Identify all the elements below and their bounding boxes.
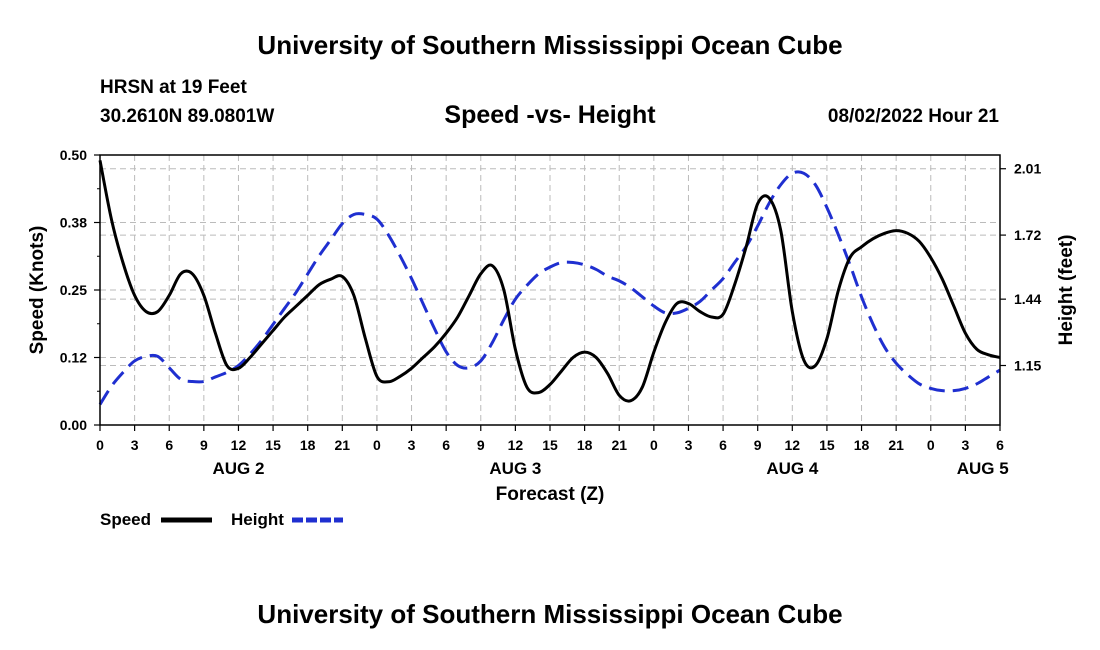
legend-height-label: Height bbox=[231, 510, 284, 529]
x-tick-label: 6 bbox=[165, 437, 173, 453]
series-line-speed bbox=[98, 160, 1001, 403]
series-line-height bbox=[98, 170, 1001, 406]
x-tick-label: 6 bbox=[719, 437, 727, 453]
x-tick-label: 3 bbox=[131, 437, 139, 453]
y2-axis-title: Height (feet) bbox=[1056, 235, 1077, 346]
x-tick-label: 0 bbox=[96, 437, 104, 453]
day-label: AUG 5 bbox=[957, 459, 1009, 478]
day-label: AUG 2 bbox=[212, 459, 264, 478]
x-tick-label: 12 bbox=[508, 437, 524, 453]
x-tick-label: 12 bbox=[785, 437, 801, 453]
y-tick-label: 0.12 bbox=[60, 350, 87, 366]
footer-title: University of Southern Mississippi Ocean… bbox=[257, 599, 843, 629]
day-label: AUG 3 bbox=[489, 459, 541, 478]
x-tick-label: 15 bbox=[542, 437, 558, 453]
grid-layer bbox=[100, 155, 1000, 425]
legend-speed-label: Speed bbox=[100, 510, 151, 529]
x-tick-label: 15 bbox=[819, 437, 835, 453]
page-title: University of Southern Mississippi Ocean… bbox=[257, 30, 843, 60]
chart-title: Speed -vs- Height bbox=[444, 101, 656, 129]
x-tick-label: 9 bbox=[477, 437, 485, 453]
coordinates-label: 30.2610N 89.0801W bbox=[100, 106, 275, 127]
station-label: HRSN at 19 Feet bbox=[100, 77, 247, 98]
y-tick-label: 0.00 bbox=[60, 417, 87, 433]
x-tick-label: 3 bbox=[408, 437, 416, 453]
y2-tick-label: 1.72 bbox=[1014, 227, 1041, 243]
datetime-label: 08/02/2022 Hour 21 bbox=[827, 106, 999, 127]
x-tick-label: 18 bbox=[300, 437, 316, 453]
x-tick-label: 15 bbox=[265, 437, 281, 453]
x-tick-label: 6 bbox=[442, 437, 450, 453]
y-tick-label: 0.38 bbox=[60, 215, 87, 231]
y-axis-title: Speed (Knots) bbox=[27, 226, 48, 355]
x-tick-label: 21 bbox=[335, 437, 351, 453]
x-tick-label: 9 bbox=[754, 437, 762, 453]
y-tick-label: 0.50 bbox=[60, 147, 87, 163]
y2-tick-label: 1.15 bbox=[1014, 358, 1041, 374]
x-tick-label: 3 bbox=[685, 437, 693, 453]
y2-tick-label: 1.44 bbox=[1014, 291, 1041, 307]
x-tick-label: 9 bbox=[200, 437, 208, 453]
y2-tick-label: 2.01 bbox=[1014, 161, 1041, 177]
y-tick-label: 0.25 bbox=[60, 282, 87, 298]
series-layer bbox=[98, 160, 1001, 406]
legend: Speed Height bbox=[100, 510, 343, 529]
x-axis-title: Forecast (Z) bbox=[496, 484, 605, 505]
x-tick-label: 21 bbox=[888, 437, 904, 453]
x-tick-label: 0 bbox=[650, 437, 658, 453]
x-tick-label: 21 bbox=[611, 437, 627, 453]
day-label: AUG 4 bbox=[766, 459, 819, 478]
x-tick-label: 18 bbox=[577, 437, 593, 453]
x-tick-label: 0 bbox=[927, 437, 935, 453]
x-tick-label: 12 bbox=[231, 437, 247, 453]
x-tick-label: 3 bbox=[961, 437, 969, 453]
axis-layer: 0 3 6 9 12 15 18 21 0 3 6 9 12 15 18 21 0 3 6 9 12 15 18 21 0 3 6 A… bbox=[60, 147, 1042, 478]
x-tick-label: 18 bbox=[854, 437, 870, 453]
x-tick-label: 0 bbox=[373, 437, 381, 453]
x-tick-label: 6 bbox=[996, 437, 1004, 453]
